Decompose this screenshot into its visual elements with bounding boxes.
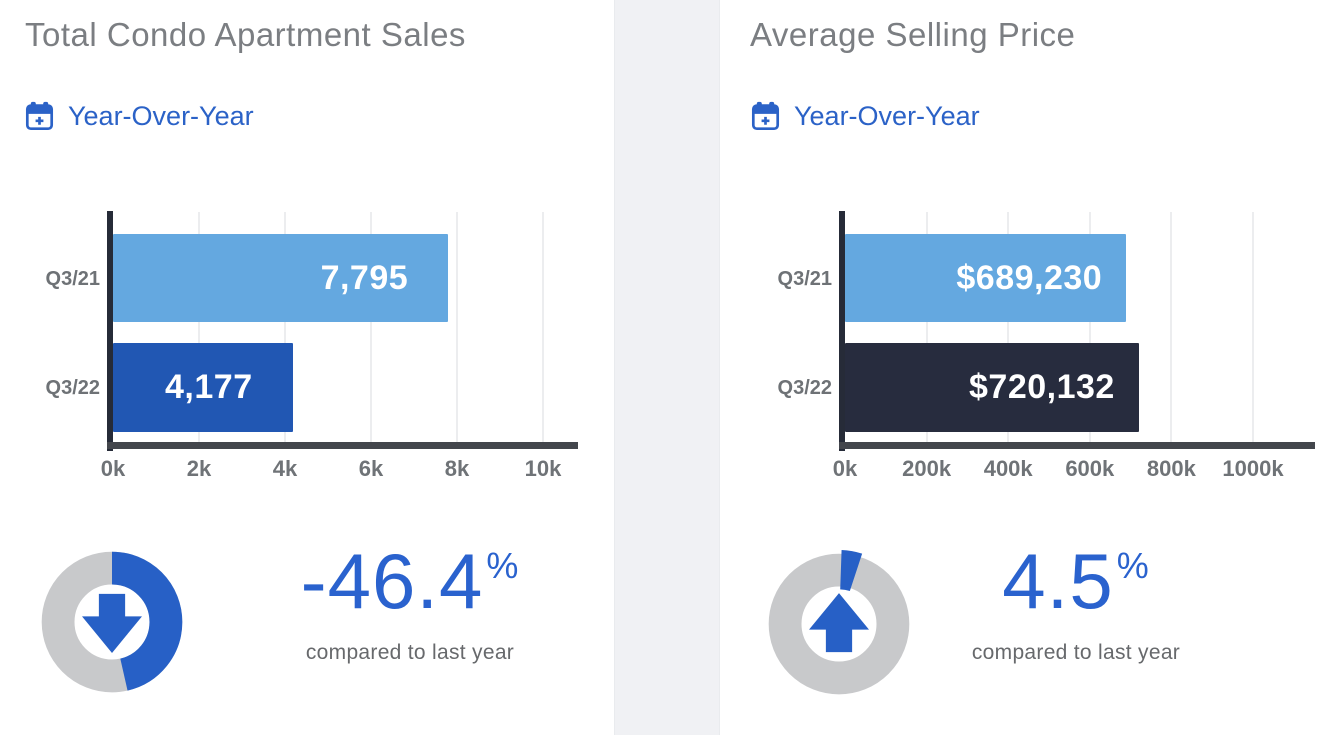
bar-q3-21[interactable]: 7,795 (113, 234, 449, 322)
category-label-q3-21: Q3/21 (45, 268, 100, 290)
x-tick-label: 6k (358, 456, 384, 481)
donut-gauge-svg (764, 549, 914, 699)
panel-total-condo-sales: Total Condo Apartment Sales Year-Over-Ye… (0, 0, 614, 735)
gridline (284, 212, 286, 443)
bar-chart-average-price: $689,230 $720,132 Q3/21 Q3/22 0k 200k 400k… (720, 0, 1344, 500)
category-label-q3-22: Q3/22 (45, 377, 100, 399)
donut-gauge-svg (41, 551, 183, 693)
bar-chart-total-sales: 7,795 4,177 Q3/21 Q3/22 0k 2k 4k 6k 8k 10k (0, 0, 614, 500)
x-tick-label: 0k (100, 456, 126, 481)
trend-donut-sales (37, 547, 187, 697)
bar-value-label: 7,795 (320, 259, 409, 297)
trend-stat: -46.4% compared to last year (250, 538, 570, 665)
bar-value-label: 4,177 (165, 368, 253, 406)
year-over-year-link[interactable]: Year-Over-Year (750, 101, 980, 132)
page-title: Total Condo Apartment Sales (25, 16, 466, 53)
gridline (1252, 212, 1254, 443)
trend-donut-price (764, 549, 914, 699)
pct-change-value: 4.5% (1002, 537, 1150, 625)
gridline (1088, 212, 1091, 443)
category-label-q3-21: Q3/21 (777, 268, 832, 290)
percent-sign: % (1116, 545, 1150, 586)
trend-up-arrow-icon (809, 593, 869, 653)
gridline (456, 212, 458, 443)
pct-change-value: -46.4% (300, 537, 520, 625)
bar-q3-22[interactable]: $720,132 (845, 343, 1139, 432)
bar-value-label: $689,230 (956, 259, 1103, 297)
x-axis-line (839, 442, 1315, 449)
year-over-year-link[interactable]: Year-Over-Year (24, 101, 254, 132)
bar-q3-21[interactable]: $689,230 (845, 234, 1127, 322)
x-tick-label: 600k (1065, 456, 1115, 481)
gridline (370, 212, 372, 443)
x-tick-label: 10k (524, 456, 562, 481)
y-axis-line (839, 211, 845, 451)
bar-value-label: $720,132 (969, 368, 1115, 406)
plot-area: $689,230 $720,132 (845, 212, 1254, 443)
y-axis-line (107, 211, 113, 451)
gridline (542, 212, 544, 443)
trend-stat: 4.5% compared to last year (916, 538, 1236, 665)
year-over-year-label: Year-Over-Year (794, 101, 980, 131)
calendar-plus-icon (751, 101, 780, 131)
calendar-plus-icon (25, 101, 54, 131)
gridline (1007, 212, 1010, 443)
x-tick-label: 800k (1146, 456, 1196, 481)
x-tick-label: 2k (186, 456, 212, 481)
x-tick-label: 4k (272, 456, 298, 481)
bar-q3-22[interactable]: 4,177 (113, 343, 293, 432)
plot-area: 7,795 4,177 (113, 212, 544, 443)
x-axis-labels: 0k 200k 400k 600k 800k 1000k (833, 456, 1284, 482)
x-tick-label: 200k (902, 456, 952, 481)
year-over-year-label: Year-Over-Year (68, 101, 254, 131)
x-tick-label: 0k (832, 456, 858, 481)
gridline (1170, 212, 1173, 443)
page-title: Average Selling Price (750, 16, 1076, 53)
x-tick-label: 8k (444, 456, 470, 481)
gridline (198, 212, 200, 443)
trend-down-arrow-icon (82, 593, 142, 653)
percent-sign: % (486, 545, 520, 586)
x-tick-label: 1000k (1222, 456, 1284, 481)
panel-average-selling-price: Average Selling Price Year-Over-Year $68… (720, 0, 1344, 735)
x-tick-label: 400k (983, 456, 1033, 481)
pct-change-caption: compared to last year (971, 641, 1181, 664)
x-axis-labels: 0k 2k 4k 6k 8k 10k (101, 456, 562, 482)
x-axis-line (107, 442, 578, 449)
pct-change-caption: compared to last year (305, 641, 515, 664)
panel-divider (614, 0, 720, 735)
gridline (925, 212, 928, 443)
category-label-q3-22: Q3/22 (777, 377, 832, 399)
